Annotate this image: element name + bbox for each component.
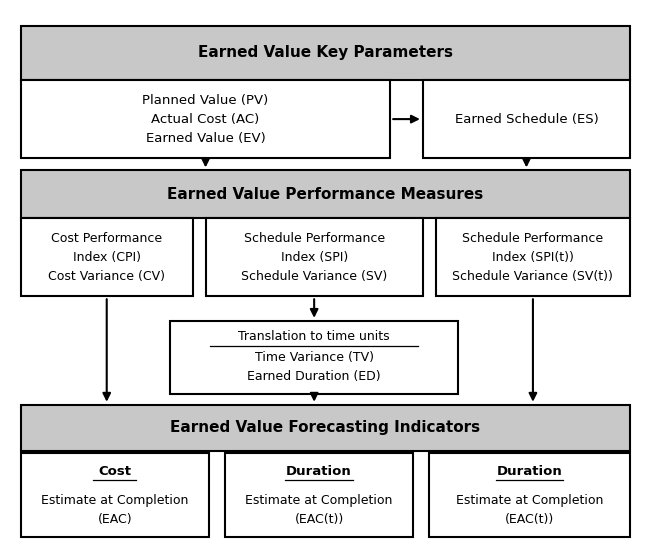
FancyBboxPatch shape (206, 218, 422, 296)
Text: Translation to time units: Translation to time units (238, 330, 390, 343)
Text: Schedule Performance
Index (SPI(t))
Schedule Variance (SV(t)): Schedule Performance Index (SPI(t)) Sche… (452, 232, 613, 283)
Text: Duration: Duration (497, 465, 562, 478)
FancyBboxPatch shape (429, 453, 630, 537)
FancyBboxPatch shape (21, 26, 630, 80)
Text: Estimate at Completion
(EAC(t)): Estimate at Completion (EAC(t)) (245, 494, 393, 526)
FancyBboxPatch shape (21, 80, 391, 158)
Text: Earned Value Forecasting Indicators: Earned Value Forecasting Indicators (171, 420, 480, 435)
Text: Earned Value Performance Measures: Earned Value Performance Measures (167, 187, 484, 202)
Text: Schedule Performance
Index (SPI)
Schedule Variance (SV): Schedule Performance Index (SPI) Schedul… (241, 232, 387, 283)
Text: Earned Schedule (ES): Earned Schedule (ES) (454, 113, 598, 126)
Text: Time Variance (TV)
Earned Duration (ED): Time Variance (TV) Earned Duration (ED) (247, 351, 381, 383)
FancyBboxPatch shape (225, 453, 413, 537)
Text: Cost Performance
Index (CPI)
Cost Variance (CV): Cost Performance Index (CPI) Cost Varian… (48, 232, 165, 283)
FancyBboxPatch shape (170, 321, 458, 394)
FancyBboxPatch shape (21, 453, 209, 537)
FancyBboxPatch shape (422, 80, 630, 158)
Text: Estimate at Completion
(EAC): Estimate at Completion (EAC) (41, 494, 189, 526)
FancyBboxPatch shape (21, 218, 193, 296)
Text: Planned Value (PV)
Actual Cost (AC)
Earned Value (EV): Planned Value (PV) Actual Cost (AC) Earn… (143, 94, 269, 145)
Text: Cost: Cost (98, 465, 132, 478)
Text: Duration: Duration (286, 465, 352, 478)
Text: Earned Value Key Parameters: Earned Value Key Parameters (198, 45, 453, 60)
FancyBboxPatch shape (436, 218, 630, 296)
FancyBboxPatch shape (21, 170, 630, 218)
Text: Estimate at Completion
(EAC(t)): Estimate at Completion (EAC(t)) (456, 494, 603, 526)
FancyBboxPatch shape (21, 405, 630, 450)
